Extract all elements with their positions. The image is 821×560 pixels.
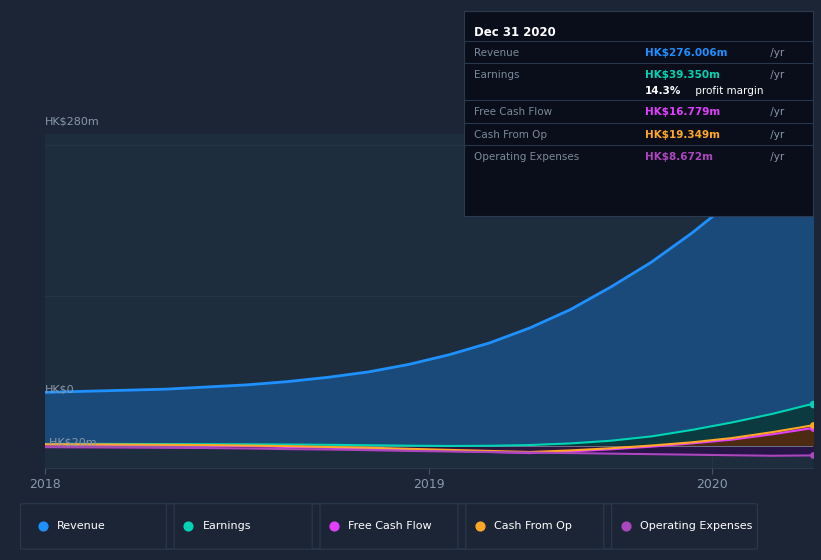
Text: Earnings: Earnings [203, 521, 251, 531]
Point [806, 421, 819, 430]
Text: /yr: /yr [768, 71, 785, 81]
Point [806, 423, 819, 432]
Text: Operating Expenses: Operating Expenses [475, 152, 580, 162]
Text: Earnings: Earnings [475, 71, 520, 81]
Point [619, 522, 632, 531]
Text: HK$280m: HK$280m [45, 116, 100, 126]
Text: HK$39.350m: HK$39.350m [645, 71, 720, 81]
Point [474, 522, 487, 531]
Point [181, 522, 195, 531]
Point [806, 451, 819, 460]
Text: Dec 31 2020: Dec 31 2020 [475, 26, 556, 39]
Text: Revenue: Revenue [57, 521, 106, 531]
Text: HK$0: HK$0 [45, 384, 75, 394]
Text: profit margin: profit margin [692, 86, 764, 96]
Text: /yr: /yr [768, 152, 785, 162]
Point [806, 145, 819, 154]
Text: Cash From Op: Cash From Op [475, 130, 548, 140]
Point [806, 399, 819, 408]
Text: Free Cash Flow: Free Cash Flow [348, 521, 432, 531]
Text: Cash From Op: Cash From Op [494, 521, 572, 531]
Text: Operating Expenses: Operating Expenses [640, 521, 752, 531]
Text: Revenue: Revenue [475, 48, 520, 58]
Text: HK$276.006m: HK$276.006m [645, 48, 727, 58]
Text: 14.3%: 14.3% [645, 86, 681, 96]
Text: /yr: /yr [768, 48, 785, 58]
Text: /yr: /yr [768, 130, 785, 140]
Text: Free Cash Flow: Free Cash Flow [475, 108, 553, 117]
Text: -HK$20m: -HK$20m [45, 437, 97, 447]
Text: HK$19.349m: HK$19.349m [645, 130, 720, 140]
Text: HK$8.672m: HK$8.672m [645, 152, 713, 162]
Text: HK$16.779m: HK$16.779m [645, 108, 721, 117]
Point [36, 522, 49, 531]
Point [328, 522, 341, 531]
Text: /yr: /yr [768, 108, 785, 117]
